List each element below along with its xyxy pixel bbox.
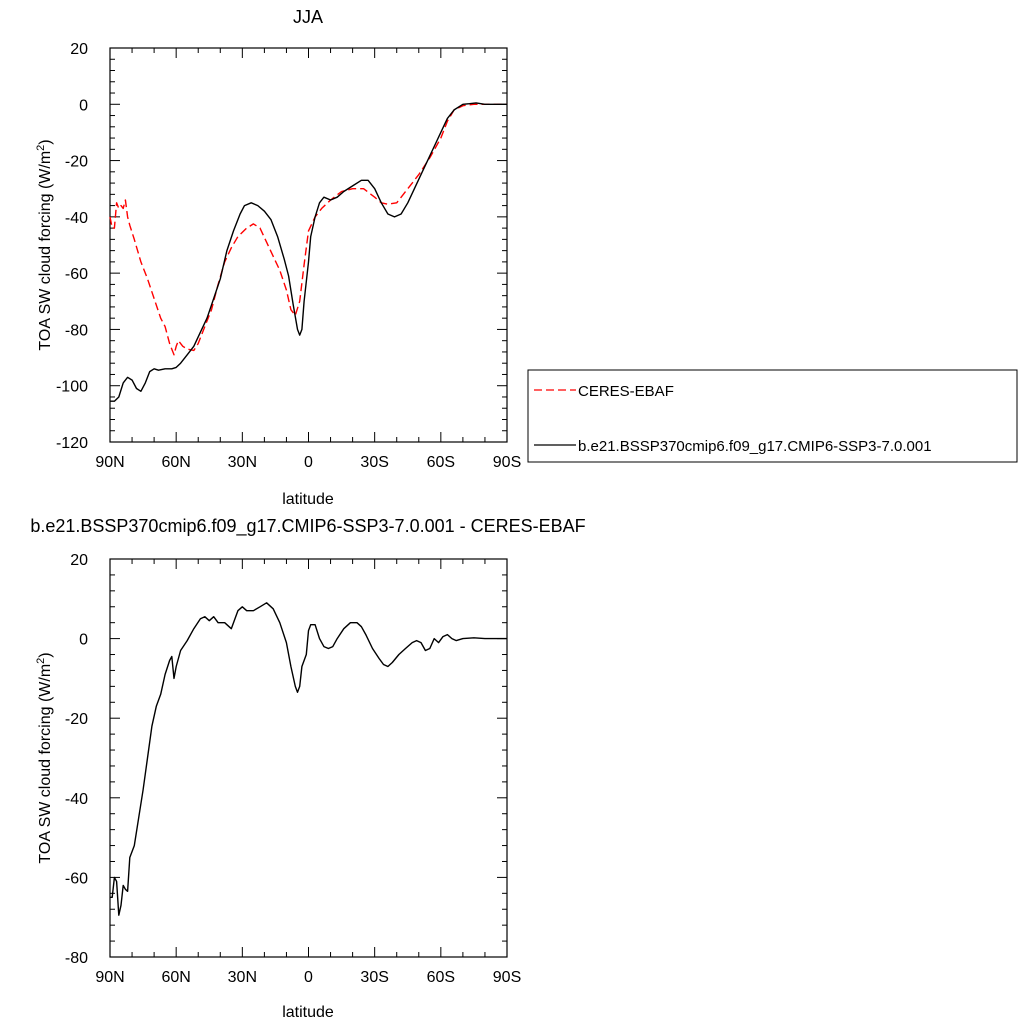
legend-label-model: b.e21.BSSP370cmip6.f09_g17.CMIP6-SSP3-7.…	[578, 438, 932, 455]
y-tick-label-60: -60	[65, 870, 88, 887]
top-plot-x-axis-label: latitude	[282, 491, 334, 508]
y-tick-label-20: 20	[70, 41, 88, 58]
bottom-plot: b.e21.BSSP370cmip6.f09_g17.CMIP6-SSP3-7.…	[30, 516, 585, 1021]
bottom-plot-series-line-0	[110, 602, 507, 916]
y-tick-label-20: 20	[70, 552, 88, 569]
bottom-plot-ticks: 90N 60N 30N 0 30S 60S 90S 20 0 -20 -40 -60 -80	[65, 552, 521, 986]
x-tick-label-60n: 60N	[161, 454, 190, 471]
x-tick-label-30s: 30S	[360, 969, 388, 986]
y-tick-label-40: -40	[65, 791, 88, 808]
x-tick-label-90s: 90S	[493, 969, 521, 986]
top-plot-series	[109, 102, 507, 402]
top-plot-title: JJA	[293, 7, 323, 27]
top-plot-ticks: 90N 60N 30N 0 30S 60S 90S 20 0 -20 -40 -60 -80 -100 -1…	[56, 41, 521, 471]
y-tick-label-0: 0	[79, 97, 88, 114]
x-tick-label-90n: 90N	[95, 454, 124, 471]
y-tick-label-80: -80	[65, 322, 88, 339]
top-plot-frame	[109, 47, 508, 443]
bottom-plot-series	[110, 602, 507, 916]
x-tick-label-30n: 30N	[228, 969, 257, 986]
y-tick-label-60: -60	[65, 266, 88, 283]
legend-box	[527, 369, 1018, 463]
legend: CERES-EBAF b.e21.BSSP370cmip6.f09_g17.CM…	[527, 369, 1018, 463]
x-tick-label-90n: 90N	[95, 969, 124, 986]
y-tick-label-40: -40	[65, 210, 88, 227]
x-tick-label-30s: 30S	[360, 454, 388, 471]
x-tick-label-30n: 30N	[228, 454, 257, 471]
y-tick-label-20: -20	[65, 711, 88, 728]
x-tick-label-60n: 60N	[161, 969, 190, 986]
y-tick-label-120: -120	[56, 435, 88, 452]
top-plot: JJA 90N 60N 30N 0 30S 60S 90S 20 0 -20 -40 -60 -80 -1…	[35, 7, 521, 508]
x-tick-label-60s: 60S	[427, 969, 455, 986]
y-tick-label-80: -80	[65, 950, 88, 967]
x-tick-label-0: 0	[304, 969, 313, 986]
bottom-plot-x-axis-label: latitude	[282, 1004, 334, 1021]
bottom-plot-y-axis-label: TOA SW cloud forcing (W/m2)	[35, 652, 54, 863]
top-plot-y-axis-label: TOA SW cloud forcing (W/m2)	[35, 139, 54, 350]
x-tick-label-0: 0	[304, 454, 313, 471]
bottom-plot-frame	[109, 558, 508, 958]
y-tick-label-20: -20	[65, 154, 88, 171]
x-tick-label-60s: 60S	[427, 454, 455, 471]
legend-label-ceres-ebaf: CERES-EBAF	[578, 383, 674, 400]
y-tick-label-0: 0	[79, 632, 88, 649]
top-plot-series-line-ceres-ebaf	[109, 103, 507, 356]
y-tick-label-100: -100	[56, 379, 88, 396]
bottom-plot-title: b.e21.BSSP370cmip6.f09_g17.CMIP6-SSP3-7.…	[30, 516, 585, 537]
x-tick-label-90s: 90S	[493, 454, 521, 471]
top-plot-series-line-b-e21-bssp370cmip6-f09-g17-cmip6-ssp3-7-0-001	[110, 102, 507, 402]
